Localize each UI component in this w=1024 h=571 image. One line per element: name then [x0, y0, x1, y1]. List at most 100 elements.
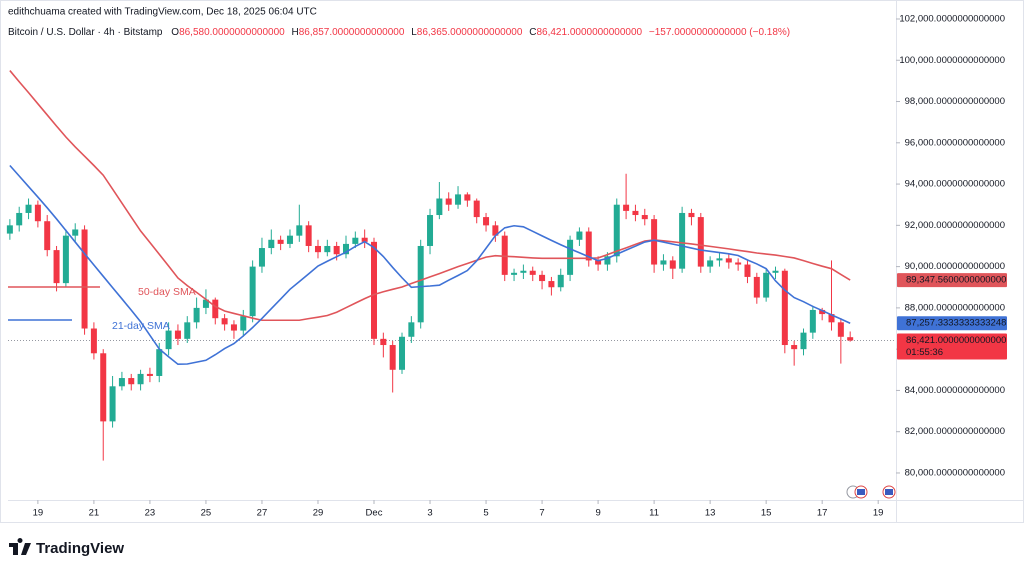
candle-body [268, 239, 275, 249]
ohlc-value: 86,365.0000000000000 [417, 27, 523, 38]
candle-body [781, 270, 788, 346]
sma-line [9, 164, 851, 366]
candle-body [249, 266, 256, 317]
candle-body [455, 194, 462, 205]
candle-body [604, 256, 611, 265]
candle-body [763, 272, 770, 298]
sma-annotation: 50-day SMA [138, 286, 196, 298]
logo-icon [9, 538, 31, 555]
candle-body [660, 260, 667, 265]
candle-body [791, 345, 798, 350]
ohlc-value: 86,857.0000000000000 [299, 27, 405, 38]
candle-body [436, 198, 443, 216]
change: −157.0000000000000 (−0.18%) [649, 27, 790, 38]
price-tag [897, 333, 1007, 360]
candle-body [25, 204, 32, 213]
candle-body [464, 194, 471, 201]
candle-body [707, 260, 714, 267]
x-tick-label: 27 [257, 508, 268, 519]
candle-body [688, 212, 695, 218]
y-tick-label: 96,000.0000000000000 [905, 137, 1005, 148]
ohlc-key: H [292, 27, 299, 38]
candle-body [380, 338, 387, 346]
candle-body [146, 373, 153, 376]
price-tag-label: 89,347.5600000000000 [906, 275, 1006, 286]
candle-body [165, 330, 172, 350]
candle-body [100, 353, 107, 422]
candle-body [240, 316, 247, 331]
candle-body [202, 299, 209, 308]
candle-body [90, 328, 97, 354]
candle-body [371, 241, 378, 339]
candle-body [529, 270, 536, 275]
candle-body [6, 225, 13, 234]
logo-text: TradingView [36, 540, 124, 557]
x-tick-label: 19 [33, 508, 44, 519]
y-tick-label: 92,000.0000000000000 [905, 220, 1005, 231]
candle-body [361, 237, 368, 242]
x-tick-label: 19 [873, 508, 884, 519]
sma-annotation: 21-day SMA [112, 320, 170, 332]
candle-body [735, 262, 742, 265]
candle-body [286, 235, 293, 244]
candle-body [44, 221, 51, 251]
price-tag [897, 316, 1007, 331]
candle-body [651, 219, 658, 265]
candle-body [230, 324, 237, 331]
candle-body [520, 270, 527, 273]
candle-body [716, 258, 723, 261]
candle-body [501, 235, 508, 275]
candle-body [613, 204, 620, 257]
price-tag-label: 87,257.3333333333248 [906, 318, 1006, 329]
candle-body [324, 245, 331, 253]
candle-body [492, 225, 499, 236]
candle-body [137, 373, 144, 385]
y-tick-label: 102,000.0000000000000 [899, 14, 1005, 25]
chart-frame [0, 0, 1024, 523]
x-tick-label: 9 [595, 508, 600, 519]
candle-body [408, 322, 415, 337]
y-tick-label: 88,000.0000000000000 [905, 302, 1005, 313]
symbol: Bitcoin / U.S. Dollar · 4h · Bitstamp [8, 27, 163, 38]
candle-body [753, 276, 760, 298]
x-tick-label: 29 [313, 508, 324, 519]
x-tick-label: 7 [539, 508, 544, 519]
candle-body [417, 245, 424, 323]
candle-body [184, 322, 191, 339]
candle-body [819, 309, 826, 315]
candle-body [109, 386, 116, 422]
candle-body [632, 210, 639, 216]
candle-body [296, 225, 303, 236]
candle-body [809, 309, 816, 333]
y-tick-label: 82,000.0000000000000 [905, 426, 1005, 437]
x-tick-label: 3 [427, 508, 432, 519]
candle-body [277, 239, 284, 244]
ohlc-key: C [529, 27, 536, 38]
x-tick-label: 15 [761, 508, 772, 519]
candle-body [744, 264, 751, 277]
price-tag [897, 273, 1007, 288]
candle-body [427, 215, 434, 246]
ohlc-key: O [171, 27, 179, 38]
y-tick-label: 98,000.0000000000000 [905, 96, 1005, 107]
candle-body [483, 217, 490, 226]
candle-body [62, 235, 69, 284]
countdown: 01:55:36 [906, 347, 943, 358]
candle-body [837, 322, 844, 337]
candle-body [679, 212, 686, 269]
y-tick-label: 94,000.0000000000000 [905, 179, 1005, 190]
candle-body [53, 250, 60, 284]
candle-body [800, 332, 807, 350]
candle-body [641, 215, 648, 220]
candle-body [342, 243, 349, 255]
x-tick-label: 13 [705, 508, 716, 519]
candle-body [221, 318, 228, 325]
x-tick-label: 17 [817, 508, 828, 519]
candle-body [156, 349, 163, 376]
candle-body [473, 200, 480, 218]
y-tick-label: 90,000.0000000000000 [905, 261, 1005, 272]
candle-body [697, 217, 704, 267]
candle-body [623, 204, 630, 211]
candle-body [548, 281, 555, 288]
